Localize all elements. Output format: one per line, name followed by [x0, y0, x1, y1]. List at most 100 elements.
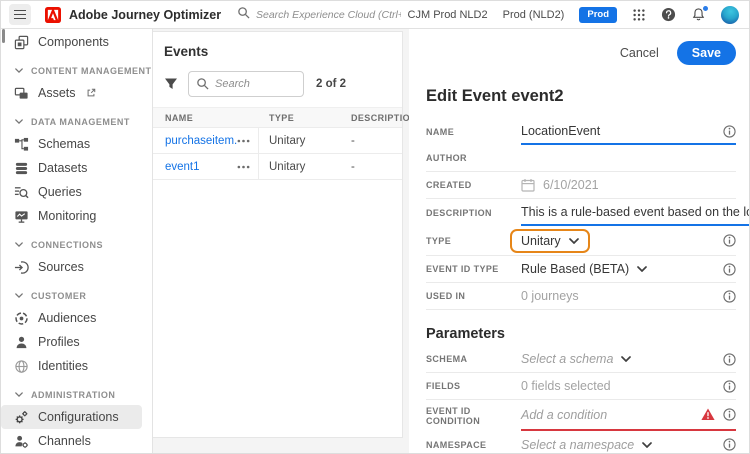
save-button[interactable]: Save [676, 41, 736, 65]
name-input[interactable]: LocationEvent [521, 119, 736, 145]
chevron-down-icon [621, 356, 632, 362]
sidebar-section-data-management[interactable]: DATA MANAGEMENT [1, 111, 152, 132]
chevron-down-icon [15, 119, 23, 124]
sidebar-section-content-management[interactable]: CONTENT MANAGEMENT [1, 60, 152, 81]
hamburger-menu-button[interactable] [9, 4, 31, 25]
sidebar-item-sources[interactable]: Sources [1, 255, 142, 279]
info-icon[interactable] [723, 379, 736, 393]
events-search-input[interactable] [188, 71, 304, 97]
page-title: Edit Event event2 [426, 87, 564, 105]
more-options-icon[interactable] [237, 165, 250, 169]
event-id-type-value-area: Rule Based (BETA) [521, 256, 736, 282]
results-count: 2 of 2 [316, 78, 347, 90]
events-panel: Events 2 of 2 NAME [153, 31, 417, 438]
sidebar-item-label: Identities [38, 359, 89, 373]
sidebar-item-label: Configurations [38, 410, 119, 424]
sidebar-item-label: Queries [38, 185, 82, 199]
help-icon[interactable] [661, 7, 676, 22]
calendar-icon [521, 178, 535, 192]
field-row-used-in: USED IN 0 journeys [426, 283, 736, 310]
event-name-link[interactable]: event1 [165, 160, 200, 173]
info-icon[interactable] [723, 124, 736, 138]
chevron-down-icon [15, 392, 23, 397]
sidebar-item-assets[interactable]: Assets [1, 81, 142, 105]
monitoring-icon [13, 208, 29, 224]
sidebar-section-label: CUSTOMER [31, 290, 87, 301]
sidebar-item-audiences[interactable]: Audiences [1, 306, 142, 330]
sandbox-label[interactable]: Prod (NLD2) [502, 8, 565, 21]
sidebar-item-label: Channels [38, 434, 91, 448]
filter-icon[interactable] [164, 77, 178, 91]
top-bar: Adobe Journey Optimizer CJM Prod NLD2 Pr… [1, 1, 749, 29]
event-type-cell: Unitary [269, 160, 306, 173]
info-icon[interactable] [723, 289, 736, 303]
events-table: NAME TYPE DESCRIPTION purchaseitem... Un… [153, 107, 417, 180]
components-icon [13, 34, 29, 50]
info-icon[interactable] [723, 438, 736, 451]
author-value-area [521, 145, 736, 171]
sidebar-item-monitoring[interactable]: Monitoring [1, 204, 142, 228]
external-link-icon [86, 88, 96, 98]
global-search [237, 1, 401, 28]
namespace-value-area: Select a namespace [521, 431, 736, 453]
namespace-dropdown[interactable]: Select a namespace [521, 437, 635, 452]
app-switcher-icon[interactable] [632, 8, 646, 22]
error-alert-icon [701, 408, 715, 421]
column-header-description[interactable]: DESCRIPTION [351, 112, 417, 123]
field-label-schema: SCHEMA [426, 354, 468, 364]
fields-value-area: 0 fields selected [521, 373, 736, 399]
user-avatar[interactable] [721, 5, 739, 24]
sidebar-section-administration[interactable]: ADMINISTRATION [1, 384, 152, 405]
notifications-bell-icon[interactable] [691, 5, 709, 22]
global-search-input[interactable] [256, 8, 401, 21]
sidebar-section-customer[interactable]: CUSTOMER [1, 285, 152, 306]
info-icon[interactable] [723, 234, 736, 247]
info-icon[interactable] [723, 262, 736, 276]
type-value-area: Unitary [510, 226, 736, 255]
sidebar-item-configurations[interactable]: Configurations [1, 405, 142, 429]
sidebar-item-profiles[interactable]: Profiles [1, 330, 142, 354]
event-id-type-dropdown[interactable]: Rule Based (BETA) [521, 262, 630, 276]
event-id-condition-input[interactable]: Add a condition [521, 400, 736, 431]
sidebar-item-schemas[interactable]: Schemas [1, 132, 142, 156]
used-in-value: 0 journeys [521, 289, 579, 303]
sidebar-item-channels[interactable]: Channels [1, 429, 142, 453]
sidebar-item-queries[interactable]: Queries [1, 180, 142, 204]
sidebar-section-connections[interactable]: CONNECTIONS [1, 234, 152, 255]
field-row-author: AUTHOR [426, 145, 736, 172]
sidebar-item-label: Schemas [38, 137, 91, 151]
queries-icon [13, 184, 29, 200]
column-header-type[interactable]: TYPE [269, 112, 295, 123]
field-label-namespace: NAMESPACE [426, 439, 487, 450]
info-icon[interactable] [723, 352, 736, 366]
sidebar-item-datasets[interactable]: Datasets [1, 156, 142, 180]
sidebar-scrollbar[interactable] [2, 29, 5, 43]
cancel-button[interactable]: Cancel [619, 46, 659, 60]
column-header-name[interactable]: NAME [165, 112, 194, 123]
fields-selected-value: 0 fields selected [521, 379, 611, 393]
org-label[interactable]: CJM Prod NLD2 [407, 8, 488, 21]
sidebar-section-label: CONNECTIONS [31, 239, 104, 250]
type-dropdown[interactable]: Unitary [510, 228, 590, 253]
name-value: LocationEvent [521, 124, 601, 138]
field-row-created: CREATED 6/10/2021 [426, 172, 736, 199]
field-label-created: CREATED [426, 180, 472, 190]
parameters-section-title: Parameters [426, 326, 505, 342]
description-input[interactable]: This is a rule-based event based on the … [521, 199, 749, 226]
sidebar-section-label: CONTENT MANAGEMENT [31, 65, 152, 76]
event-name-link[interactable]: purchaseitem... [165, 134, 237, 147]
events-search [188, 71, 304, 97]
identities-icon [13, 358, 29, 374]
table-row[interactable]: event1 Unitary - [153, 154, 402, 180]
chevron-down-icon [15, 68, 23, 73]
sidebar-item-identities[interactable]: Identities [1, 354, 142, 378]
schema-dropdown[interactable]: Select a schema [521, 352, 614, 366]
table-row[interactable]: purchaseitem... Unitary - [153, 128, 402, 154]
events-controls: 2 of 2 [164, 71, 402, 97]
info-icon[interactable] [723, 408, 736, 421]
chevron-down-icon [15, 293, 23, 298]
more-options-icon[interactable] [237, 139, 250, 143]
field-row-namespace: NAMESPACE Select a namespace [426, 431, 736, 453]
sidebar-item-components[interactable]: Components [1, 30, 142, 54]
sources-icon [13, 259, 29, 275]
